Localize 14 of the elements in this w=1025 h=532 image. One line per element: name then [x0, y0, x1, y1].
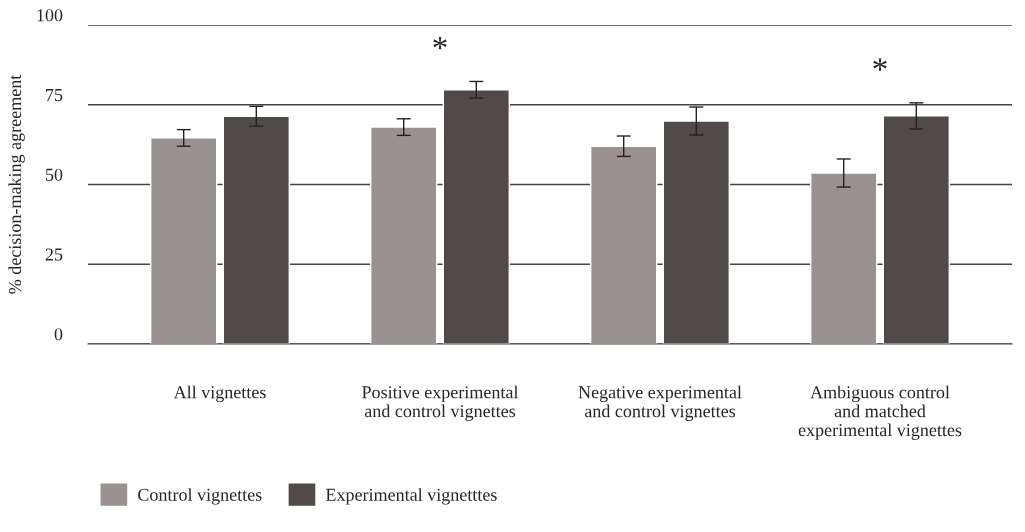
y-tick-label: 100: [37, 9, 63, 22]
annotation: *: [433, 37, 447, 50]
x-tick-label: Positive experimental and control vignettes: [362, 385, 519, 421]
legend-label: Experimental vignetttes: [325, 488, 497, 505]
annotation: *: [873, 58, 887, 71]
y-axis-title: % decision-making agreement: [8, 74, 25, 294]
y-tick-label: 25: [45, 248, 63, 261]
y-tick-label: 0: [54, 328, 63, 341]
x-tick-label: All vignettes: [173, 385, 266, 403]
legend-label: Control vignettes: [138, 488, 262, 505]
x-tick-label: Ambiguous control and matched experimental vignettes: [798, 385, 962, 440]
y-tick-label: 50: [45, 168, 63, 181]
y-tick-label: 75: [46, 89, 63, 102]
x-tick-label: Negative experimental and control vignettes: [578, 385, 742, 422]
